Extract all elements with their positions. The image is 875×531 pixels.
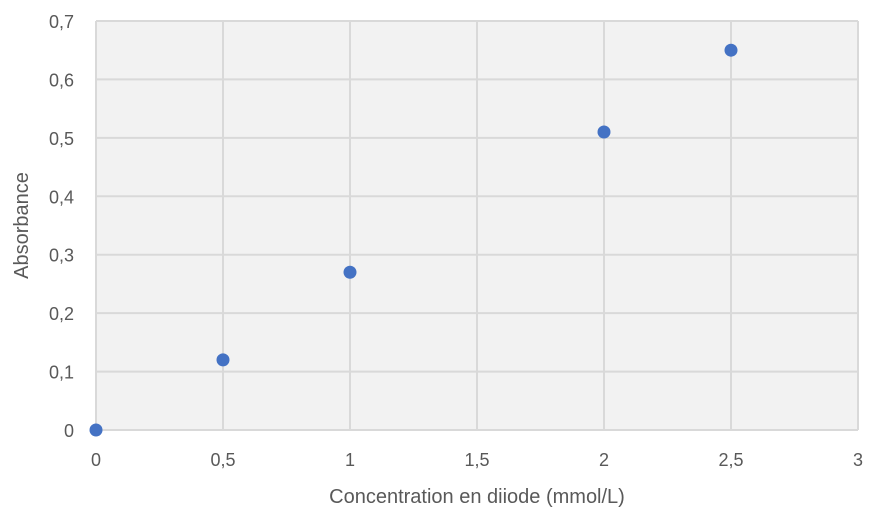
y-tick-labels: 0 0,1 0,2 0,3 0,4 0,5 0,6 0,7 — [49, 12, 74, 441]
x-tick-label: 0,5 — [210, 450, 235, 470]
y-tick-label: 0,1 — [49, 363, 74, 383]
x-tick-label: 2 — [599, 450, 609, 470]
y-tick-label: 0,7 — [49, 12, 74, 32]
grid-lines — [95, 20, 859, 431]
x-tick-label: 1 — [345, 450, 355, 470]
x-tick-labels: 0 0,5 1 1,5 2 2,5 3 — [91, 450, 863, 470]
y-tick-label: 0,4 — [49, 187, 74, 207]
data-point — [216, 353, 230, 367]
data-points — [89, 43, 738, 437]
x-tick-label: 3 — [853, 450, 863, 470]
x-tick-label: 0 — [91, 450, 101, 470]
data-point — [343, 265, 357, 279]
y-tick-label: 0,2 — [49, 304, 74, 324]
x-tick-label: 2,5 — [718, 450, 743, 470]
y-tick-label: 0,5 — [49, 129, 74, 149]
data-point — [89, 423, 103, 437]
y-tick-label: 0,3 — [49, 246, 74, 266]
y-tick-label: 0 — [64, 421, 74, 441]
x-tick-label: 1,5 — [464, 450, 489, 470]
data-point — [597, 125, 611, 139]
x-axis-title: Concentration en diiode (mmol/L) — [329, 486, 625, 508]
data-point — [724, 43, 738, 57]
y-tick-label: 0,6 — [49, 70, 74, 90]
y-axis-title: Absorbance — [11, 172, 33, 279]
